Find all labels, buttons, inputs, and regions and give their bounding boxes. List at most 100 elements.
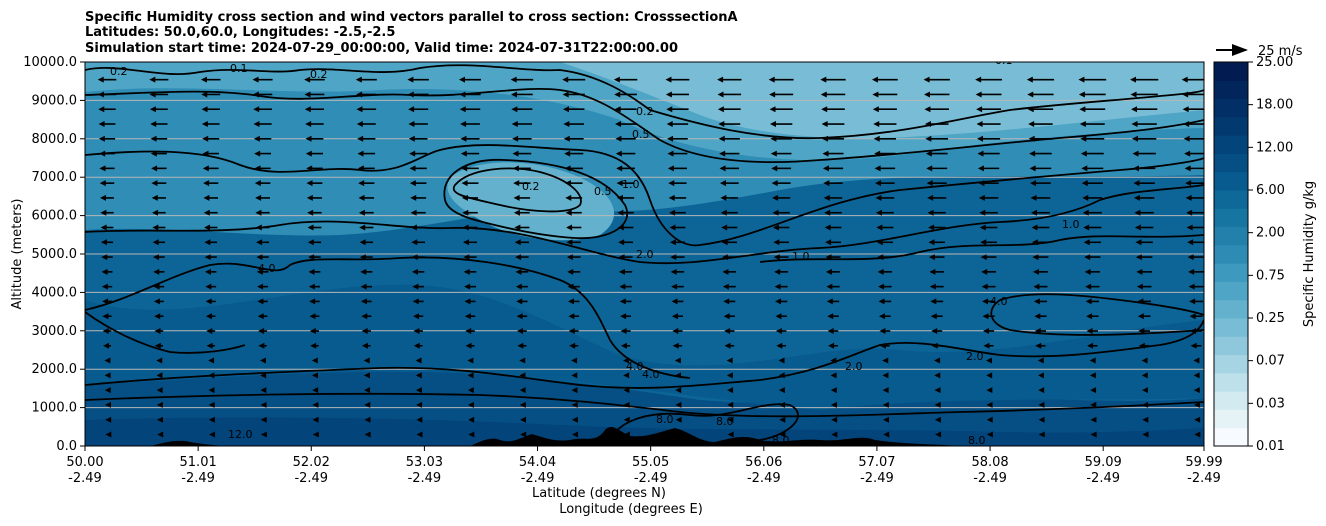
wind-vector [670, 254, 685, 261]
wind-vector [411, 254, 425, 261]
colorbar-band [1214, 244, 1248, 264]
wind-vector [304, 91, 325, 98]
contour-label: 2.0 [636, 248, 654, 261]
wind-vector [510, 76, 534, 83]
wind-vector [153, 298, 164, 305]
wind-vector [985, 357, 992, 364]
contour-0.5-pocket [443, 159, 628, 240]
wind-vector [100, 239, 114, 246]
wind-vector [1085, 298, 1099, 305]
wind-vector [1130, 91, 1158, 98]
wind-vector [982, 298, 996, 305]
wind-vector [257, 298, 268, 305]
wind-vector [307, 239, 322, 246]
wind-vector [515, 268, 529, 275]
wind-vector [252, 91, 273, 98]
colorbar-tick-label: 0.75 [1256, 268, 1285, 283]
wind-vector [1134, 209, 1154, 216]
wind-vector [828, 342, 838, 349]
wind-vector [467, 372, 474, 379]
contour-1.0-upper [85, 144, 1204, 247]
wind-vector [616, 194, 635, 201]
wind-vector [153, 283, 165, 290]
wind-vector [97, 91, 117, 98]
wind-vector [1184, 150, 1204, 157]
wind-vector [1082, 209, 1102, 216]
wind-vector [775, 298, 788, 305]
contour-label: 0.5 [594, 185, 612, 198]
wind-vector [831, 431, 838, 438]
wind-vector [830, 372, 837, 379]
wind-vector [356, 121, 376, 128]
wind-vector [667, 150, 688, 157]
wind-vector [776, 342, 786, 349]
contour-label: 0.2 [636, 105, 654, 118]
wind-vector [154, 342, 163, 349]
wind-vector [105, 416, 112, 423]
colorbar-tick-label: 18.00 [1256, 98, 1293, 113]
wind-vector [615, 150, 636, 157]
wind-vector [100, 224, 114, 231]
wind-vector [1141, 372, 1148, 379]
wind-vector [779, 401, 786, 408]
wind-vector [416, 401, 423, 408]
wind-vector [830, 387, 837, 394]
wind-vector [1037, 357, 1044, 364]
wind-vector [1183, 135, 1204, 142]
wind-vector [152, 224, 166, 231]
wind-vector [927, 209, 946, 216]
wind-vector [255, 224, 270, 231]
wind-vector [986, 416, 993, 423]
wind-vector [719, 180, 739, 187]
wind-vector [102, 298, 112, 305]
wind-vector [99, 150, 115, 157]
wind-vector [208, 416, 215, 423]
wind-vector [512, 165, 531, 172]
wind-vector [778, 372, 785, 379]
contour-label: 1.0 [792, 250, 810, 263]
wind-vector [614, 91, 637, 98]
wind-vector [1034, 313, 1047, 320]
wind-vector [723, 313, 735, 320]
wind-vector [461, 165, 479, 172]
y-tick-label: 5000.0 [32, 247, 78, 262]
wind-vector [977, 165, 1000, 172]
wind-vector [519, 372, 526, 379]
wind-vector [617, 224, 634, 231]
contour-label: 0.5 [632, 128, 650, 141]
wind-vector [614, 106, 637, 113]
x-tick-label-lat: 53.03 [406, 455, 443, 470]
wind-vector [254, 150, 271, 157]
wind-vector [364, 401, 371, 408]
wind-vector [357, 165, 375, 172]
wind-vector [1142, 401, 1149, 408]
wind-vector [727, 416, 734, 423]
wind-vector [672, 327, 683, 334]
wind-vector [571, 387, 578, 394]
wind-vector [724, 342, 735, 349]
wind-vector [203, 180, 219, 187]
chart-title-line-1: Specific Humidity cross section and wind… [85, 10, 738, 25]
wind-vector [1138, 342, 1150, 349]
wind-vector [1135, 254, 1153, 261]
wind-vector [1189, 298, 1203, 305]
wind-vector [308, 283, 321, 290]
wind-vector [1035, 342, 1046, 349]
wind-vector [515, 254, 529, 261]
wind-vector [779, 416, 786, 423]
wind-vector [727, 387, 734, 394]
contour-4.0-left [85, 256, 691, 379]
wind-vector [1082, 194, 1103, 201]
x-tick-label-lat: 51.01 [180, 455, 217, 470]
wind-vector [204, 224, 218, 231]
wind-vector [201, 91, 221, 98]
wind-vector [669, 209, 686, 216]
wind-vector [983, 342, 994, 349]
wind-vector [1136, 268, 1152, 275]
wind-vector [772, 194, 791, 201]
wind-vector [467, 357, 474, 364]
wind-vector [461, 180, 479, 187]
colorbar-band [1214, 153, 1248, 173]
wind-vector [1086, 327, 1099, 334]
wind-vector [823, 194, 843, 201]
